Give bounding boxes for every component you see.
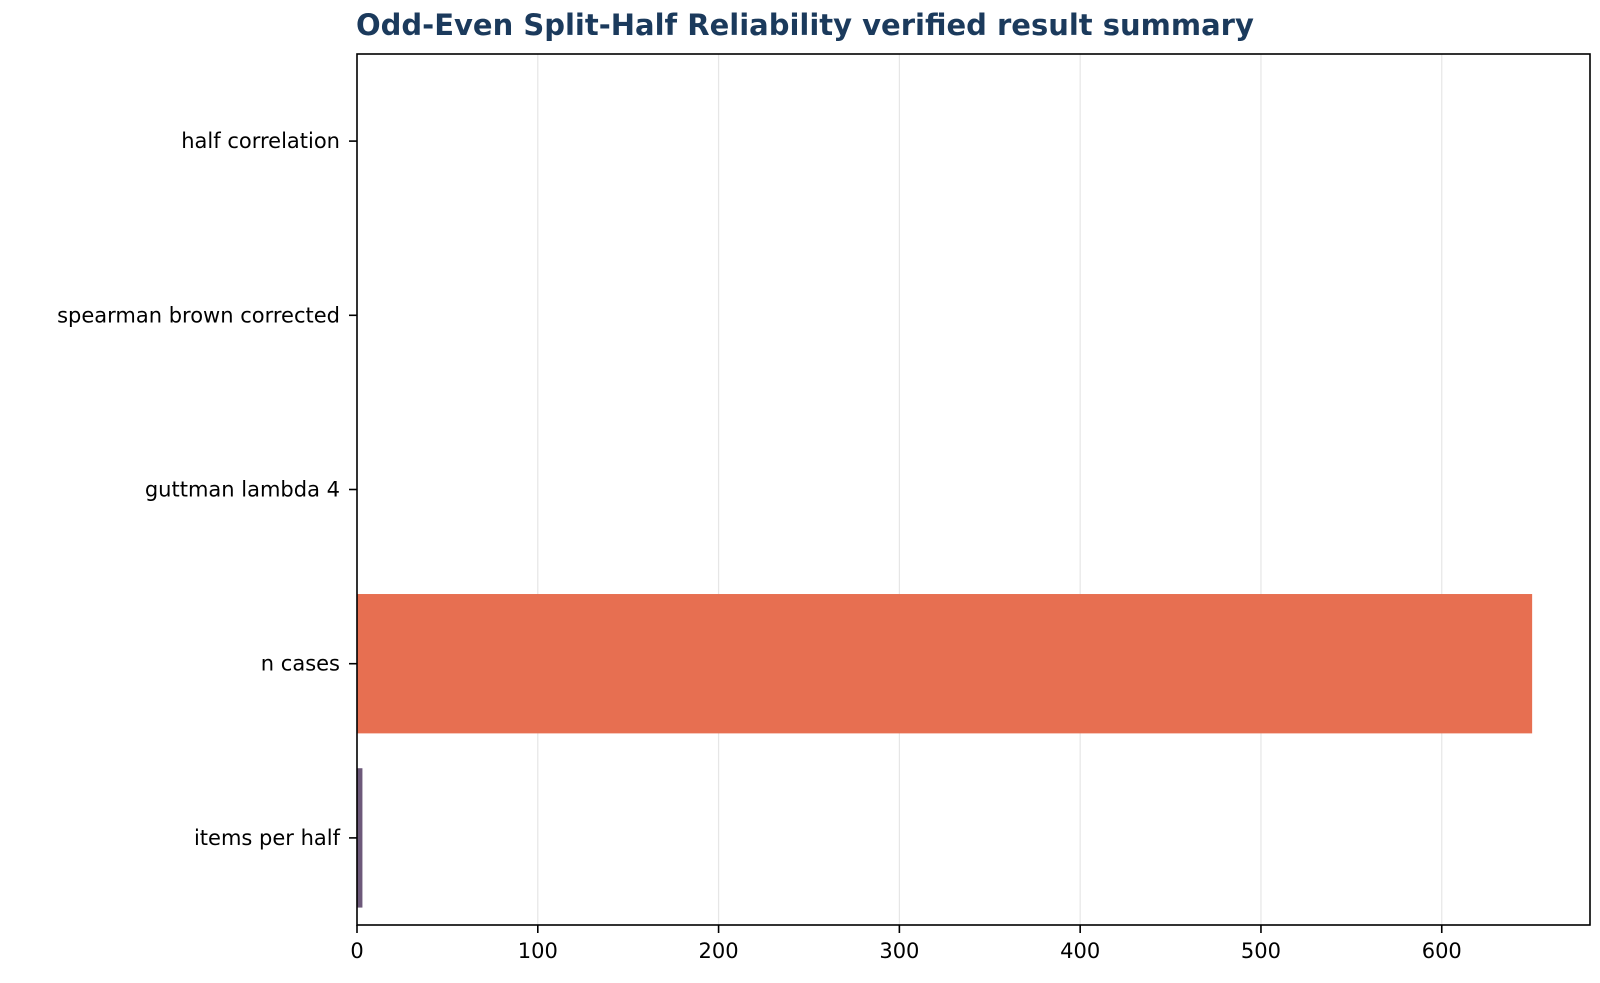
x-tick-label: 200 xyxy=(699,939,739,963)
axes: half correlation spearman brown corrected… xyxy=(57,53,1591,963)
y-tick-label: spearman brown corrected xyxy=(57,303,340,327)
y-tick-label: n cases xyxy=(261,652,340,676)
plot-frame xyxy=(356,53,1591,926)
y-tick-label: half correlation xyxy=(181,129,340,153)
x-tick-label: 300 xyxy=(879,939,919,963)
bar-n-cases xyxy=(357,594,1533,734)
grid-lines xyxy=(537,54,1443,925)
y-tick-label: guttman lambda 4 xyxy=(145,478,340,502)
bars xyxy=(357,594,1533,908)
x-tick-label: 0 xyxy=(350,939,363,963)
bar-items-per-half xyxy=(357,768,363,908)
x-tick-label: 100 xyxy=(518,939,558,963)
y-tick-label: items per half xyxy=(194,826,341,850)
x-tick-label: 500 xyxy=(1241,939,1281,963)
x-tick-label: 600 xyxy=(1422,939,1462,963)
x-tick-label: 400 xyxy=(1060,939,1100,963)
chart-title: Odd-Even Split-Half Reliability verified… xyxy=(356,8,1254,42)
